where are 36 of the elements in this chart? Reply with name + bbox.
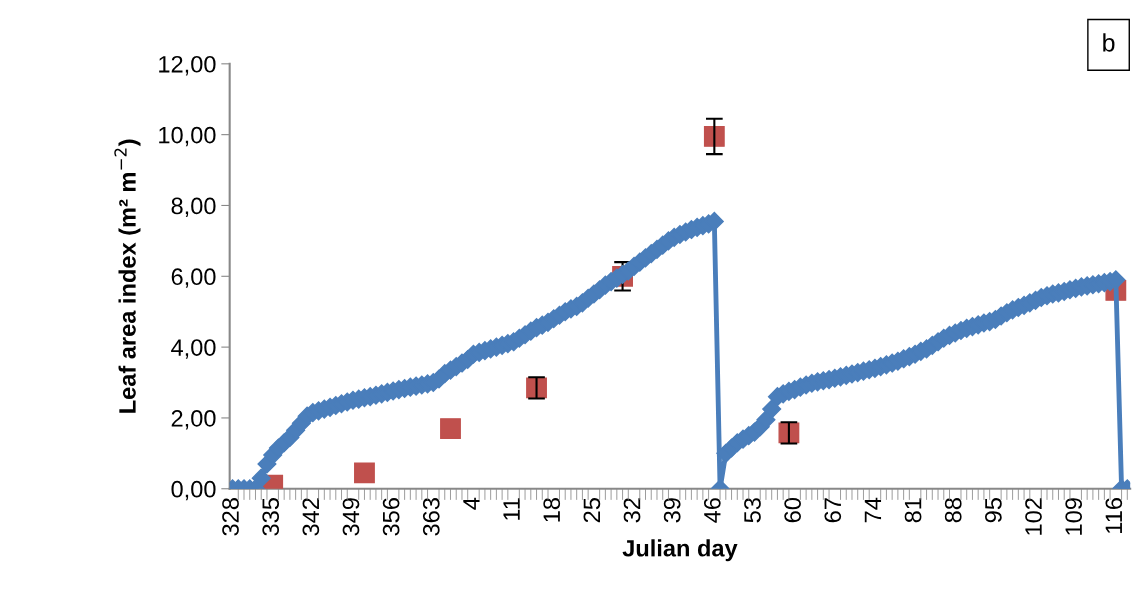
x-tick-label: 32 xyxy=(623,498,641,523)
y-tick-label: 10,00 xyxy=(159,126,216,147)
x-tick-label: 25 xyxy=(583,498,601,523)
x-tick-label: 11 xyxy=(503,498,520,520)
x-tick-label: 102 xyxy=(1025,498,1042,535)
x-tick-label: 53 xyxy=(744,498,761,523)
y-tick-label: 6,00 xyxy=(171,268,216,288)
y-tick-label: 12,00 xyxy=(159,55,216,76)
x-tick-label: 4 xyxy=(463,497,480,510)
x-tick-label: 109 xyxy=(1065,498,1083,535)
point xyxy=(354,462,375,484)
y-tick-label: 8,00 xyxy=(171,197,216,218)
x-tick-label: 328 xyxy=(222,498,239,536)
x-tick-label: 356 xyxy=(382,498,400,536)
x-tick-label: 18 xyxy=(543,498,561,522)
x-tick-label: 88 xyxy=(944,498,962,523)
x-tick-label: 335 xyxy=(262,498,280,536)
x-tick-label: 39 xyxy=(663,498,681,523)
x-tick-label: 74 xyxy=(864,497,882,523)
point xyxy=(703,126,725,147)
x-tick-label: 349 xyxy=(342,498,360,536)
text: b xyxy=(1103,33,1115,52)
x-axis-title: Julian day xyxy=(622,539,738,562)
x-tick-label: 60 xyxy=(784,498,801,523)
point xyxy=(440,418,461,439)
x-tick-label: 342 xyxy=(302,498,320,536)
x-tick-label: 81 xyxy=(904,498,922,523)
y-tick-label: 2,00 xyxy=(171,410,216,430)
x-tick-label: 363 xyxy=(422,498,440,536)
x-tick-label: 95 xyxy=(985,498,1002,523)
x-tick-label: 46 xyxy=(703,498,721,523)
x-tick-label: 67 xyxy=(824,498,842,523)
y-axis-title: Leaf area index (m² m$^{−2}$) xyxy=(114,139,141,413)
x-tick-label: 116 xyxy=(1105,498,1123,533)
y-tick-label: 0,00 xyxy=(171,480,216,501)
y-tick-label: 4,00 xyxy=(171,339,216,359)
